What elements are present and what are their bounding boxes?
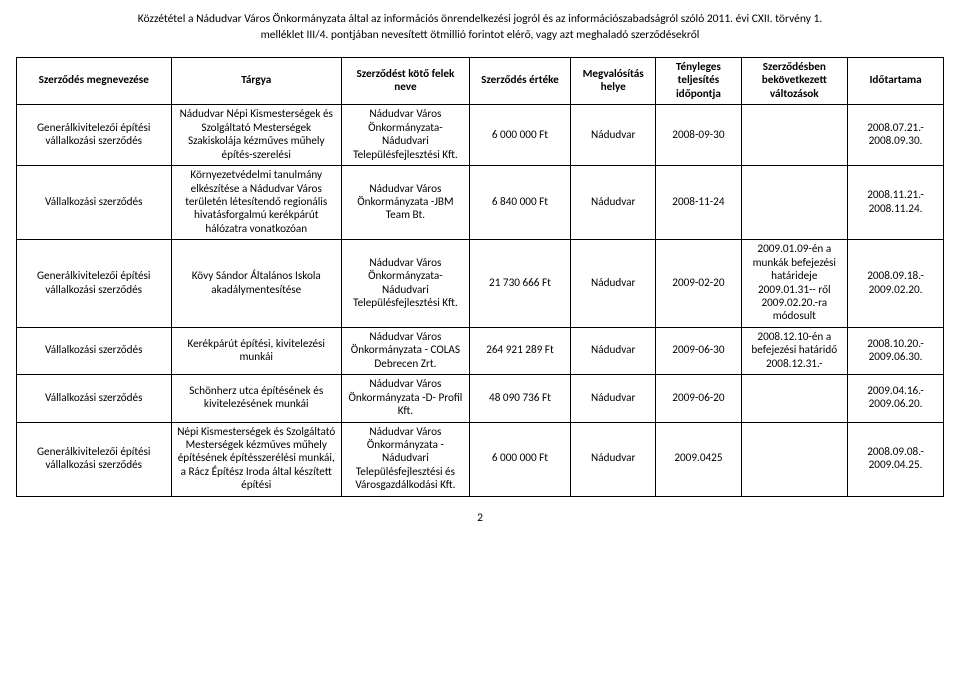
cell-location: Nádudvar bbox=[571, 166, 656, 240]
cell-date: 2008-11-24 bbox=[656, 166, 741, 240]
cell-value: 6 000 000 Ft bbox=[469, 105, 570, 166]
cell-changes bbox=[741, 422, 848, 496]
column-header: Szerződésben bekövetkezett változások bbox=[741, 58, 848, 105]
cell-name: Generálkivitelezői építési vállalkozási … bbox=[17, 105, 172, 166]
cell-parties: Nádudvar Város Önkormányzata- Nádudvari … bbox=[341, 240, 469, 328]
cell-duration: 2008.10.20.- 2009.06.30. bbox=[848, 327, 944, 374]
cell-changes bbox=[741, 166, 848, 240]
cell-parties: Nádudvar Város Önkormányzata -JBM Team B… bbox=[341, 166, 469, 240]
cell-value: 6 000 000 Ft bbox=[469, 422, 570, 496]
cell-changes: 2009.01.09-én a munkák befejezési határi… bbox=[741, 240, 848, 328]
cell-duration: 2008.09.08.- 2009.04.25. bbox=[848, 422, 944, 496]
cell-name: Generálkivitelezői építési vállalkozási … bbox=[17, 240, 172, 328]
cell-location: Nádudvar bbox=[571, 105, 656, 166]
cell-parties: Nádudvar Város Önkormányzata - COLAS Deb… bbox=[341, 327, 469, 374]
column-header: Szerződés értéke bbox=[469, 58, 570, 105]
column-header: Időtartama bbox=[848, 58, 944, 105]
column-header: Tényleges teljesítés időpontja bbox=[656, 58, 741, 105]
table-row: Vállalkozási szerződésKörnyezetvédelmi t… bbox=[17, 166, 944, 240]
cell-name: Vállalkozási szerződés bbox=[17, 375, 172, 422]
column-header: Szerződést kötő felek neve bbox=[341, 58, 469, 105]
cell-date: 2009.0425 bbox=[656, 422, 741, 496]
cell-name: Vállalkozási szerződés bbox=[17, 166, 172, 240]
cell-location: Nádudvar bbox=[571, 422, 656, 496]
cell-subject: Nádudvar Népi Kismesterségek és Szolgált… bbox=[171, 105, 341, 166]
column-header: Megvalósítás helye bbox=[571, 58, 656, 105]
cell-name: Generálkivitelezői építési vállalkozási … bbox=[17, 422, 172, 496]
column-header: Szerződés megnevezése bbox=[17, 58, 172, 105]
cell-date: 2009-06-20 bbox=[656, 375, 741, 422]
table-row: Generálkivitelezői építési vállalkozási … bbox=[17, 422, 944, 496]
cell-duration: 2008.07.21.- 2008.09.30. bbox=[848, 105, 944, 166]
cell-location: Nádudvar bbox=[571, 375, 656, 422]
header-line-1: Közzététel a Nádudvar Város Önkormányzat… bbox=[16, 12, 944, 28]
cell-name: Vállalkozási szerződés bbox=[17, 327, 172, 374]
cell-subject: Schönherz utca építésének és kivitelezés… bbox=[171, 375, 341, 422]
cell-duration: 2009.04.16.- 2009.06.20. bbox=[848, 375, 944, 422]
table-row: Vállalkozási szerződésKerékpárút építési… bbox=[17, 327, 944, 374]
page-number: 2 bbox=[16, 511, 944, 525]
table-row: Generálkivitelezői építési vállalkozási … bbox=[17, 105, 944, 166]
cell-date: 2008-09-30 bbox=[656, 105, 741, 166]
cell-date: 2009-02-20 bbox=[656, 240, 741, 328]
cell-location: Nádudvar bbox=[571, 240, 656, 328]
cell-value: 48 090 736 Ft bbox=[469, 375, 570, 422]
contracts-table: Szerződés megnevezéseTárgyaSzerződést kö… bbox=[16, 57, 944, 497]
cell-location: Nádudvar bbox=[571, 327, 656, 374]
cell-parties: Nádudvar Város Önkormányzata- Nádudvari … bbox=[341, 105, 469, 166]
cell-duration: 2008.11.21.- 2008.11.24. bbox=[848, 166, 944, 240]
cell-subject: Kerékpárút építési, kivitelezési munkái bbox=[171, 327, 341, 374]
cell-value: 264 921 289 Ft bbox=[469, 327, 570, 374]
table-row: Vállalkozási szerződésSchönherz utca épí… bbox=[17, 375, 944, 422]
cell-subject: Népi Kismesterségek és Szolgáltató Meste… bbox=[171, 422, 341, 496]
cell-changes bbox=[741, 375, 848, 422]
cell-changes bbox=[741, 105, 848, 166]
cell-subject: Kövy Sándor Általános Iskola akadályment… bbox=[171, 240, 341, 328]
cell-parties: Nádudvar Város Önkormányzata - Nádudvari… bbox=[341, 422, 469, 496]
table-row: Generálkivitelezői építési vállalkozási … bbox=[17, 240, 944, 328]
cell-value: 6 840 000 Ft bbox=[469, 166, 570, 240]
cell-value: 21 730 666 Ft bbox=[469, 240, 570, 328]
cell-parties: Nádudvar Város Önkormányzata -D- Profil … bbox=[341, 375, 469, 422]
cell-duration: 2008.09.18.- 2009.02.20. bbox=[848, 240, 944, 328]
header-line-2: melléklet III/4. pontjában nevesített öt… bbox=[16, 28, 944, 44]
cell-date: 2009-06-30 bbox=[656, 327, 741, 374]
column-header: Tárgya bbox=[171, 58, 341, 105]
page-header: Közzététel a Nádudvar Város Önkormányzat… bbox=[16, 12, 944, 43]
cell-changes: 2008.12.10-én a befejezési határidő 2008… bbox=[741, 327, 848, 374]
cell-subject: Környezetvédelmi tanulmány elkészítése a… bbox=[171, 166, 341, 240]
